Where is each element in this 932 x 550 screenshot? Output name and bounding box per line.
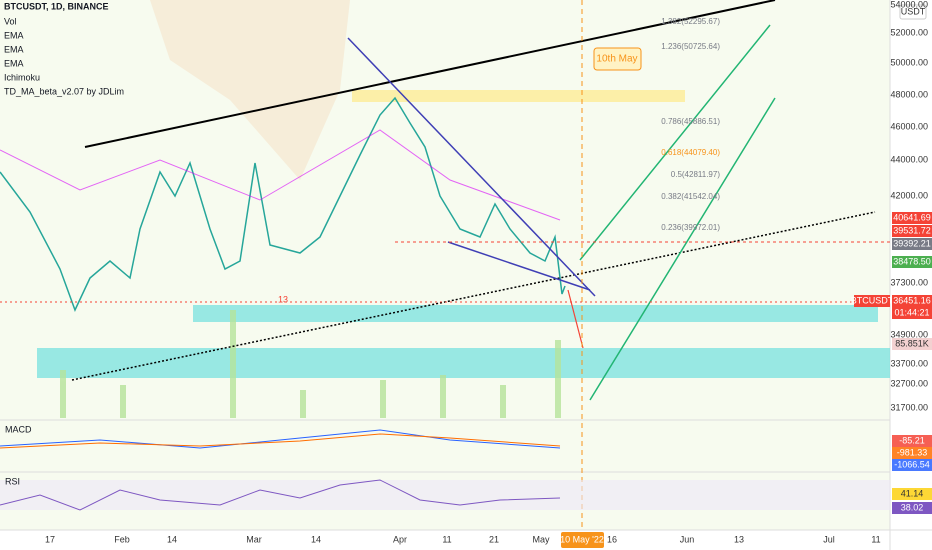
fib-label: 0.5(42811.97) <box>671 170 721 179</box>
trend-line <box>71 211 876 381</box>
price-tag-bg <box>892 212 932 224</box>
time-label: Feb <box>114 534 130 544</box>
price-label: 50000.00 <box>890 57 928 67</box>
panel-title: MACD <box>5 424 32 434</box>
indicator: TD_MA_beta_v2.07 by JDLim <box>4 86 124 96</box>
trend-line <box>84 0 776 148</box>
price-label: 32700.00 <box>890 378 928 388</box>
fib-label: 0.236(39972.01) <box>661 223 720 232</box>
time-label: 11 <box>871 534 880 544</box>
fib-label: 0.786(45886.51) <box>661 117 720 126</box>
indicator: Vol <box>4 16 17 26</box>
symbol: BTCUSDT, 1D, BINANCE <box>4 1 109 11</box>
price-tag-bg <box>892 225 932 237</box>
header: BTCUSDT, 1D, BINANCE Vol EMA EMA EMA Ich… <box>4 1 124 96</box>
price-tag: 85.851K <box>895 338 929 348</box>
time-label: Jul <box>823 534 835 544</box>
time-highlight-bg <box>561 532 604 548</box>
time-label: 16 <box>607 534 617 544</box>
callout: 10th May <box>596 54 637 65</box>
price-label: 34900.00 <box>890 329 928 339</box>
indicator-tag-bg <box>892 447 932 459</box>
price-tag: 39531.72 <box>893 225 931 235</box>
fib-label: 0.618(44079.40) <box>661 148 720 157</box>
price-label: 54000.00 <box>890 0 928 9</box>
price-tag: 01:44:21 <box>894 307 929 317</box>
price-tag-bg <box>892 295 932 307</box>
callout-box <box>593 47 642 71</box>
wedge-line <box>347 37 596 297</box>
time-highlight: 10 May '22 <box>560 534 604 544</box>
support-zone <box>193 305 878 322</box>
price-tag-bg <box>854 295 890 307</box>
chart-background <box>0 0 890 530</box>
price-tag-bg <box>892 238 932 250</box>
price-tag: BTCUSDT <box>851 295 894 305</box>
arrow <box>579 24 771 261</box>
rsi-line <box>0 479 561 511</box>
ichimoku-cloud <box>150 0 350 180</box>
indicator: EMA <box>4 58 24 68</box>
price-tag-bg <box>892 307 932 319</box>
price-tag: 39392.21 <box>893 238 931 248</box>
indicator-tag: 38.02 <box>901 502 924 512</box>
price-label: 52000.00 <box>890 27 928 37</box>
indicator: EMA <box>4 44 24 54</box>
fib-label: 1.382(52295.67) <box>661 17 720 26</box>
price-label: 31700.00 <box>890 402 928 412</box>
panel-title: RSI <box>5 476 20 486</box>
price-label: 48000.00 <box>890 89 928 99</box>
unit: USDT <box>901 6 926 16</box>
price-label: 37300.00 <box>890 277 928 287</box>
unit-box <box>899 4 927 20</box>
indicator-tag: -981.33 <box>897 447 928 457</box>
indicator-tag-bg <box>892 502 932 514</box>
volume <box>60 310 561 418</box>
resistance-zone <box>352 90 685 102</box>
price-tag-bg <box>892 256 932 268</box>
time-label: Mar <box>246 534 262 544</box>
price-label: 33700.00 <box>890 358 928 368</box>
marker: 13 <box>278 294 288 304</box>
macd-line <box>0 429 561 449</box>
price-label: 46000.00 <box>890 121 928 131</box>
indicator: EMA <box>4 30 24 40</box>
time-label: Apr <box>393 534 407 544</box>
indicator-tag-bg <box>892 488 932 500</box>
indicator: Ichimoku <box>4 72 40 82</box>
time-label: Jun <box>680 534 695 544</box>
price-path <box>0 96 566 312</box>
time-label: 17 <box>45 534 55 544</box>
signal-line <box>0 433 561 449</box>
arrow <box>589 97 776 401</box>
time-label: 21 <box>489 534 499 544</box>
time-label: 14 <box>311 534 321 544</box>
time-label: 14 <box>167 534 177 544</box>
time-label: 11 <box>442 534 451 544</box>
arrow <box>567 289 584 349</box>
wedge-line <box>447 241 591 291</box>
price-label: 42000.00 <box>890 190 928 200</box>
price-tag: 38478.50 <box>893 256 931 266</box>
price-tag: 40641.69 <box>893 212 931 222</box>
time-label: 13 <box>734 534 744 544</box>
ema-line <box>0 129 561 221</box>
indicator-tag-bg <box>892 459 932 471</box>
price-tag: 36451.16 <box>893 295 931 305</box>
price-tag-bg <box>892 338 932 350</box>
indicator-tag-bg <box>892 435 932 447</box>
rsi-band <box>0 480 890 510</box>
indicator-tag: -85.21 <box>899 435 925 445</box>
price-label: 44000.00 <box>890 154 928 164</box>
support-zone <box>37 348 890 378</box>
time-label: May <box>532 534 550 544</box>
indicator-tag: -1066.54 <box>894 459 930 469</box>
fib-label: 0.382(41542.04) <box>661 192 720 201</box>
indicator-tag: 41.14 <box>901 488 924 498</box>
fib-label: 1.236(50725.64) <box>661 42 720 51</box>
